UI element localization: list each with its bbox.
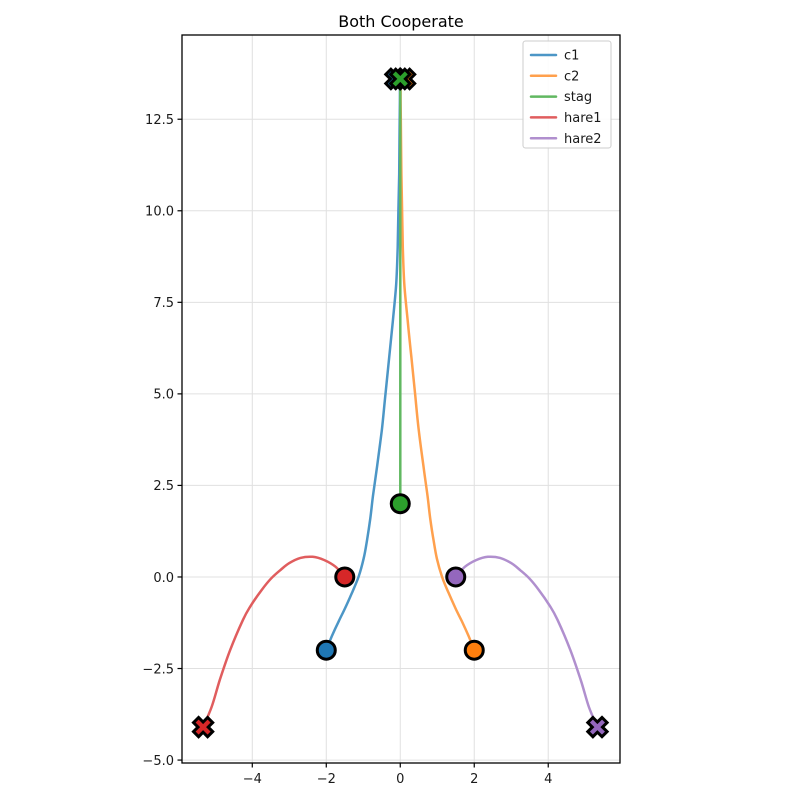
y-tick-label: −2.5 [142, 662, 174, 677]
legend-label-hare2: hare2 [564, 132, 602, 147]
start-marker-hare2 [445, 566, 467, 588]
x-tick-label: 0 [396, 772, 404, 787]
start-marker-stag [389, 493, 411, 515]
y-tick-label: 7.5 [153, 296, 174, 311]
y-tick-label: 2.5 [153, 479, 174, 494]
legend-item-c1: c1 [529, 49, 579, 64]
legend-label-c1: c1 [564, 49, 579, 64]
x-tick-label: −2 [317, 772, 336, 787]
y-tick-label: 12.5 [145, 113, 174, 128]
start-marker-c2 [463, 639, 485, 661]
series-line-hare1 [201, 555, 347, 729]
end-marker-hare2 [585, 715, 610, 739]
series-line-hare2 [454, 555, 599, 729]
chart-title: Both Cooperate [338, 12, 464, 31]
y-tick-label: 0.0 [153, 571, 174, 586]
axes-frame [181, 34, 621, 764]
legend-box [522, 40, 612, 149]
y-tick-label: −5.0 [142, 754, 174, 769]
legend-label-hare1: hare1 [564, 111, 602, 126]
series-line-c2 [399, 79, 476, 652]
start-marker-c1 [315, 639, 337, 661]
end-marker-hare1 [191, 715, 215, 739]
x-tick-label: 2 [470, 772, 478, 787]
series-line-c1 [325, 79, 402, 652]
legend-label-stag: stag [564, 90, 592, 105]
series-lines [201, 77, 599, 729]
y-tick-label: 5.0 [153, 388, 174, 403]
legend-label-c2: c2 [564, 69, 579, 84]
start-marker-hare1 [334, 566, 356, 588]
legend-item-hare1: hare1 [529, 111, 602, 126]
legend: c1 c2 stag hare1 hare2 [522, 40, 612, 149]
series-markers [191, 67, 610, 739]
tick-labels: −4 −2 0 2 4 −5.0 −2.5 0.0 2.5 5.0 7.5 10.0 12.5 [142, 113, 552, 787]
end-marker-stag [388, 67, 413, 91]
x-tick-label: −4 [243, 772, 262, 787]
legend-item-hare2: hare2 [529, 132, 602, 147]
x-tick-label: 4 [544, 772, 552, 787]
legend-item-stag: stag [529, 90, 592, 105]
y-tick-label: 10.0 [145, 205, 174, 220]
axes-spines [181, 34, 621, 764]
legend-item-c2: c2 [529, 69, 579, 84]
